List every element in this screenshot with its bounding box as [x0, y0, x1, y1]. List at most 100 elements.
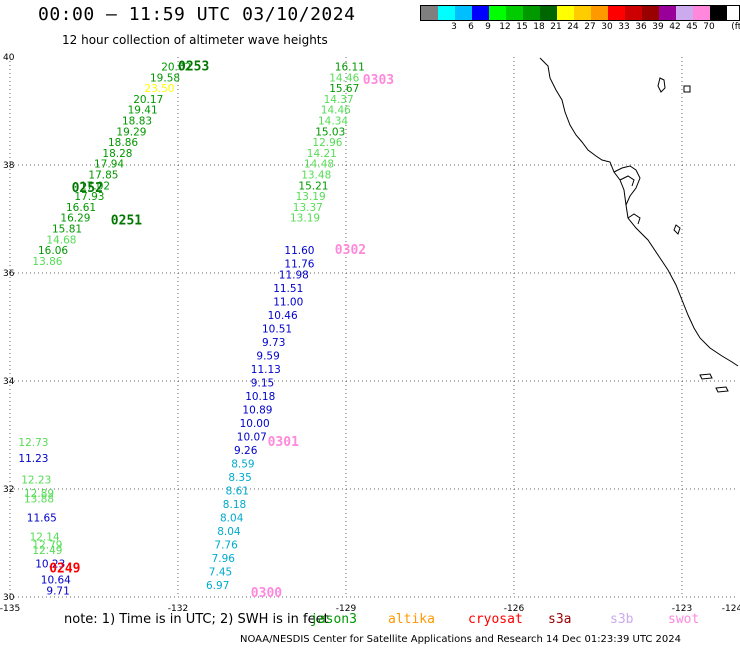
wave-height-value: 11.51: [273, 283, 303, 295]
wave-height-value: 17.85: [88, 170, 118, 182]
legend-tick-label: 36: [635, 22, 647, 32]
wave-height-value: 8.04: [217, 526, 241, 538]
wave-height-value: 11.60: [284, 245, 314, 257]
lake-outline: [683, 85, 691, 93]
wave-height-value: 16.29: [60, 213, 90, 225]
wave-height-value: 12.96: [312, 137, 342, 149]
wave-height-value: 9.26: [234, 445, 258, 457]
wave-height-value: 12.49: [32, 545, 62, 557]
pass-number-label: 0302: [335, 243, 366, 258]
wave-height-value: 10.89: [242, 404, 272, 416]
legend-tick-label: 15: [516, 22, 528, 32]
wave-height-value: 19.29: [116, 126, 146, 138]
wave-height-value: 15.03: [315, 126, 345, 138]
legend-unit: (ft): [731, 22, 740, 32]
legend-swatch: [455, 6, 472, 20]
wave-height-value: 9.73: [262, 337, 285, 349]
lat-tick-label: 40: [3, 53, 15, 63]
wave-height-value: 10.00: [240, 418, 270, 430]
monterey-bay: [627, 213, 641, 225]
wave-height-value: 17.93: [74, 191, 104, 203]
lon-tick-label: -129: [336, 604, 357, 614]
wave-height-value: 14.46: [329, 72, 359, 84]
legend-swatch: [540, 6, 557, 20]
footer-credit: NOAA/NESDIS Center for Satellite Applica…: [240, 634, 682, 645]
wave-height-value: 12.14: [30, 531, 60, 543]
legend-swatch: [438, 6, 455, 20]
legend-color-bar: [420, 5, 740, 21]
bay-inlet: [619, 175, 635, 187]
wave-height-value: 17.02: [80, 180, 110, 192]
sf-bay-shore: [613, 165, 641, 206]
wave-height-value: 8.18: [223, 499, 246, 511]
wave-height-value: 11.23: [18, 453, 48, 465]
wave-height-value: 11.65: [27, 512, 57, 524]
wave-height-value: 7.45: [209, 566, 232, 578]
wave-height-value: 14.48: [304, 159, 334, 171]
channel-island-2: [715, 386, 729, 393]
wave-height-value: 13.48: [301, 170, 331, 182]
pass-number-label: 0249: [49, 562, 80, 577]
wave-height-value: 18.86: [108, 137, 138, 149]
wave-height-value: 14.46: [321, 105, 351, 117]
wave-height-value: 12.23: [21, 475, 51, 487]
wave-height-value: 10.18: [245, 391, 275, 403]
lon-tick-label: -126: [504, 604, 525, 614]
wave-height-value: 13.19: [296, 191, 326, 203]
wave-height-value: 10.46: [268, 310, 298, 322]
legend-tick-label: 21: [550, 22, 562, 32]
wave-height-value: 18.28: [102, 148, 132, 160]
wave-height-value: 19.58: [150, 72, 180, 84]
wave-height-value: 10.23: [35, 558, 65, 570]
track-0300: 8.618.188.048.047.767.967.456.97: [206, 485, 249, 592]
legend-swatch: [472, 6, 489, 20]
legend-swatch: [489, 6, 506, 20]
wave-height-value: 14.37: [324, 94, 354, 106]
legend-swatch: [710, 6, 727, 20]
wave-height-value: 14.68: [46, 234, 76, 246]
wave-height-value: 10.07: [237, 431, 267, 443]
wave-height-value: 12.89: [24, 488, 54, 500]
legend-swatch: [642, 6, 659, 20]
legend-tick-label: 39: [652, 22, 664, 32]
wave-height-value: 18.83: [122, 116, 152, 128]
wave-height-value: 19.41: [128, 105, 158, 117]
lat-tick-label: 36: [3, 269, 15, 279]
wave-height-value: 9.71: [46, 585, 69, 597]
lat-tick-label: 32: [3, 485, 14, 495]
wave-height-value: 17.94: [94, 159, 124, 171]
legend-swatch: [421, 6, 438, 20]
wave-height-value: 8.04: [220, 512, 244, 524]
satellite-legend: jason3 altika cryosat s3a s3b swot: [0, 612, 740, 630]
satellite-label-jason3: jason3: [310, 612, 357, 627]
wave-height-value: 13.88: [24, 494, 54, 506]
channel-island-1: [699, 373, 713, 380]
legend-swatch: [676, 6, 693, 20]
california-coastline: [539, 57, 739, 367]
legend-swatch: [523, 6, 540, 20]
wave-height-value: 8.59: [231, 458, 254, 470]
track-0253: 20.0219.5823.5020.1719.4118.8319.2918.86…: [32, 62, 191, 268]
lon-tick-label: -123: [672, 604, 692, 614]
map-subtitle: 12 hour collection of altimeter wave hei…: [62, 33, 328, 47]
pass-number-label: 0300: [251, 586, 282, 601]
legend-swatch: [659, 6, 676, 20]
lat-tick-label: 38: [3, 161, 15, 171]
lon-tick-label: -132: [168, 604, 188, 614]
wave-height-value: 20.17: [133, 94, 163, 106]
coastline: [539, 57, 739, 393]
legend-tick-label: 33: [618, 22, 630, 32]
wave-height-value: 14.21: [307, 148, 337, 160]
wave-height-value: 8.61: [226, 485, 249, 497]
wave-height-value: 12.79: [32, 539, 62, 551]
legend-tick-label: 30: [601, 22, 613, 32]
wave-height-value: 15.21: [298, 180, 328, 192]
wave-height-value: 6.97: [206, 580, 229, 592]
legend-swatch: [625, 6, 642, 20]
pass-number-label: 0303: [363, 73, 394, 88]
wave-height-value: 9.15: [251, 377, 274, 389]
